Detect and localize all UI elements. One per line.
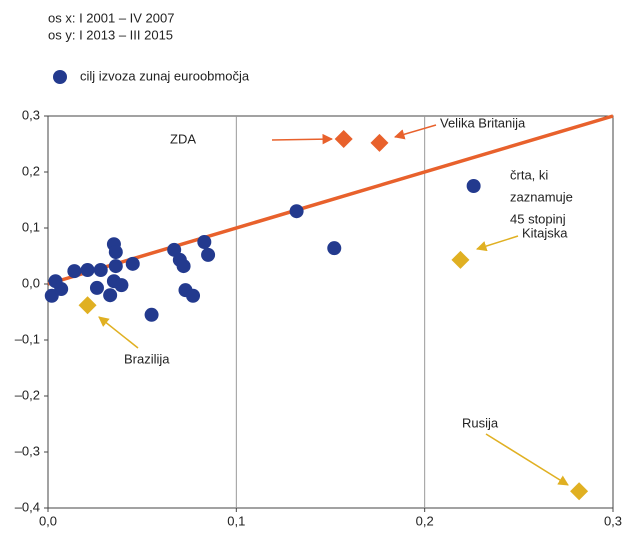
annotation: Rusija	[462, 415, 499, 430]
point	[570, 482, 589, 501]
x-tick-label: 0,1	[227, 513, 245, 528]
annotation: zaznamuje	[510, 189, 573, 204]
subtitle: os x: I 2001 – IV 2007	[48, 10, 174, 25]
arrow	[271, 133, 334, 145]
point	[289, 204, 304, 219]
y-tick-label: –0,1	[15, 331, 40, 346]
y-tick-label: 0,0	[22, 275, 40, 290]
plot-frame	[47, 115, 614, 509]
arrow	[98, 316, 139, 349]
point	[67, 264, 82, 279]
y-tick-label: –0,4	[15, 499, 40, 514]
point	[370, 133, 389, 152]
point	[108, 245, 123, 260]
x-tick-label: 0,0	[39, 513, 57, 528]
point	[108, 259, 123, 274]
legend-label: cilj izvoza zunaj euroobmočja	[80, 68, 250, 83]
point	[201, 247, 216, 262]
point	[186, 288, 201, 303]
arrow	[475, 235, 519, 252]
annotation: ZDA	[170, 131, 196, 146]
y-tick-label: 0,2	[22, 163, 40, 178]
point	[197, 235, 212, 249]
annotation: Kitajska	[522, 225, 568, 240]
point	[78, 296, 97, 315]
arrow	[485, 433, 569, 486]
annotation: 45 stopinj	[510, 211, 566, 226]
annotation: Velika Britanija	[440, 115, 526, 130]
point	[114, 278, 129, 293]
annotation: črta, ki	[510, 167, 548, 182]
point	[80, 263, 95, 277]
y-tick-label: –0,2	[15, 387, 40, 402]
point	[125, 256, 140, 271]
x-tick-label: 0,3	[604, 513, 622, 528]
x-tick-label: 0,2	[416, 513, 434, 528]
y-tick-label: 0,1	[22, 219, 40, 234]
legend-marker	[53, 70, 67, 84]
point	[466, 179, 481, 193]
point	[176, 259, 191, 274]
point	[54, 282, 69, 297]
point	[93, 263, 108, 277]
y-tick-label: –0,3	[15, 443, 40, 458]
point	[327, 241, 342, 256]
point	[451, 250, 470, 269]
point	[144, 307, 159, 322]
y-tick-label: 0,3	[22, 107, 40, 122]
reference-line	[47, 114, 614, 286]
point	[89, 280, 104, 295]
annotation: Brazilija	[124, 351, 170, 366]
point	[103, 288, 118, 303]
arrow	[393, 124, 437, 140]
subtitle: os y: I 2013 – III 2015	[48, 27, 173, 42]
point	[334, 129, 353, 148]
